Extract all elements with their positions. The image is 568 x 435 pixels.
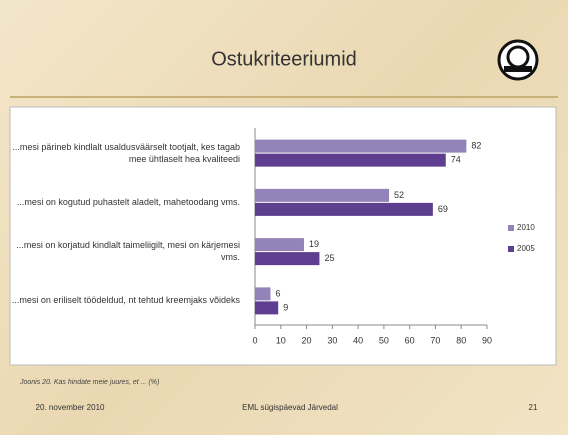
value-label: 52 [394,190,404,200]
legend-label: 2005 [517,244,535,253]
legend-swatch [508,225,514,231]
bar [255,287,271,301]
x-tick-label: 10 [276,335,286,345]
value-label: 19 [309,239,319,249]
value-label: 6 [275,288,280,298]
x-tick-label: 30 [327,335,337,345]
category-label: ...mesi on eriliselt töödeldud, nt tehtu… [11,295,240,306]
legend-swatch [508,246,514,252]
value-label: 74 [451,155,461,165]
bar [255,202,433,216]
footer-date: 20. november 2010 [36,403,105,412]
slide-title: Ostukriteeriumid [211,48,357,70]
x-tick-label: 40 [353,335,363,345]
value-label: 69 [438,204,448,214]
footer-page: 21 [529,403,538,412]
bar [255,153,446,167]
caption: Joonis 20. Kas hindate meie juures, et .… [19,379,159,386]
category-label: ...mesi on korjatud kindlalt taimeliigil… [16,240,240,263]
category-label: ...mesi on kogutud puhastelt aladelt, ma… [16,196,240,207]
bar [255,238,304,252]
bar [255,301,279,315]
x-tick-label: 0 [252,335,257,345]
logo [497,39,539,81]
value-label: 25 [324,253,334,263]
bar [255,139,467,153]
x-tick-label: 80 [456,335,466,345]
x-tick-label: 70 [430,335,440,345]
x-tick-label: 90 [482,335,492,345]
value-label: 9 [283,302,288,312]
category-label: ...mesi pärineb kindlalt usaldusväärselt… [12,141,240,164]
footer-event: EML sügispäevad Järvedal [242,403,338,412]
x-tick-label: 60 [405,335,415,345]
bar [255,188,390,202]
value-label: 82 [471,141,481,151]
x-tick-label: 50 [379,335,389,345]
bar [255,252,320,266]
x-tick-label: 20 [302,335,312,345]
legend-label: 2010 [517,223,535,232]
